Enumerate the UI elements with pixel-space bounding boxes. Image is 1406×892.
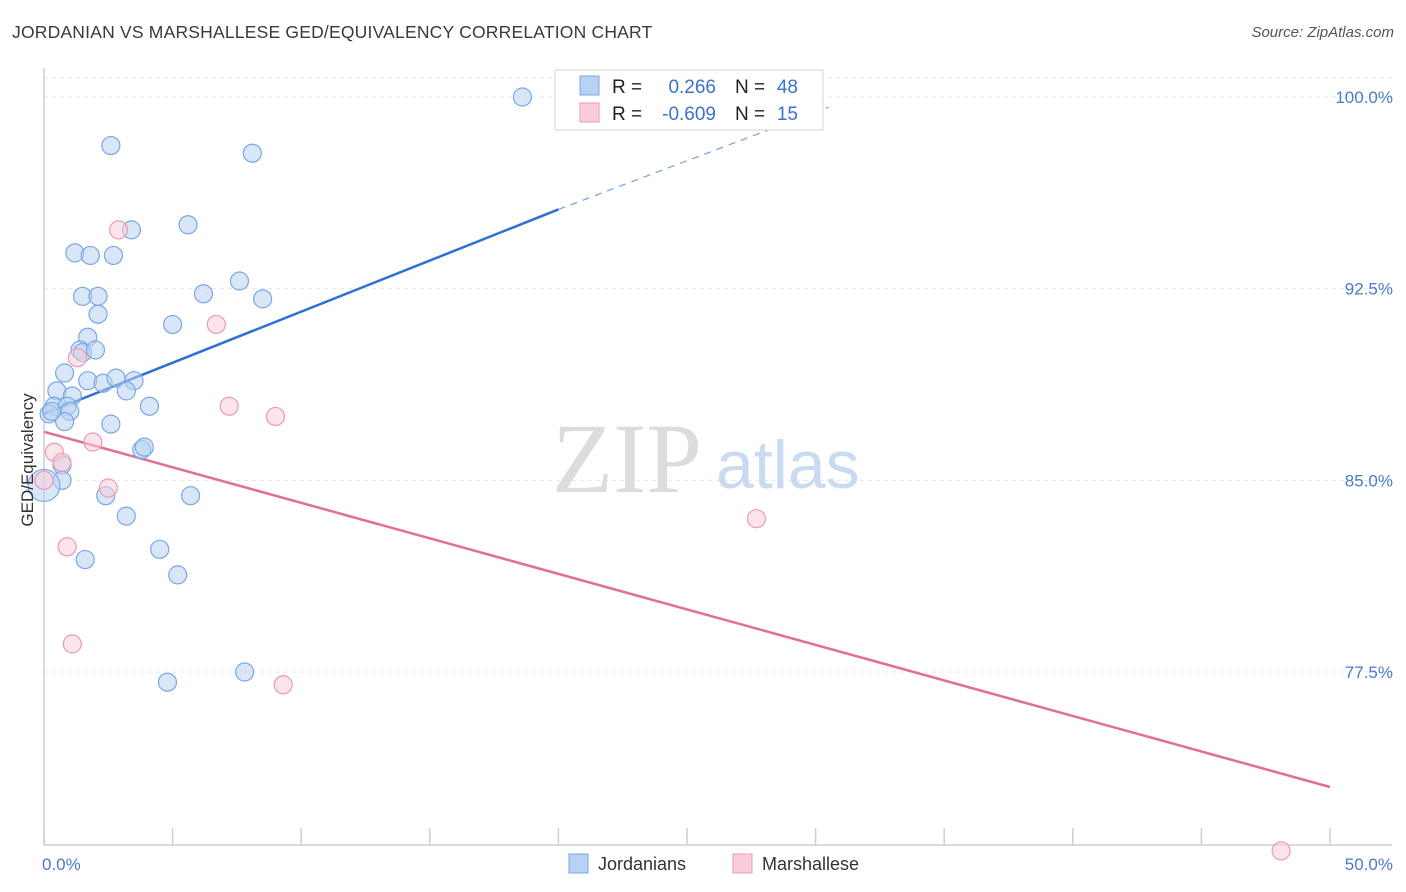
y-tick-label-0: 100.0% <box>1335 88 1393 107</box>
y-axis-label: GED/Equivalency <box>18 393 37 527</box>
series-legend-swatch-marshallese <box>732 853 753 874</box>
grid-lines <box>44 77 1392 673</box>
x-tick-label-min: 0.0% <box>42 855 81 874</box>
point-marshallese-9 <box>98 478 118 498</box>
point-marshallese-0 <box>108 220 129 240</box>
point-marshallese-14 <box>1271 841 1291 861</box>
point-jordanians-7 <box>103 245 124 266</box>
source-label: Source: ZipAtlas.com <box>1251 24 1394 41</box>
point-jordanians-26 <box>116 381 136 401</box>
chart-title: JORDANIAN VS MARSHALLESE GED/EQUIVALENCY… <box>12 22 653 42</box>
point-marshallese-10 <box>746 509 767 529</box>
trend-line-marshallese <box>43 430 1331 789</box>
point-jordanians-12 <box>253 289 273 309</box>
point-jordanians-33 <box>101 414 121 434</box>
point-jordanians-2 <box>242 143 262 163</box>
legend-r-label-jordanians: R = <box>612 77 642 98</box>
series-legend-swatch-jordanians <box>568 853 589 874</box>
point-marshallese-2 <box>67 348 88 368</box>
axes <box>43 68 1392 846</box>
legend-n-label-marshallese: N = <box>735 104 765 125</box>
y-tick-label-1: 92.5% <box>1345 280 1393 299</box>
legend-box <box>554 69 824 131</box>
y-tick-labels: 100.0% 92.5% 85.0% 77.5% <box>1335 88 1393 682</box>
point-jordanians-41 <box>150 539 170 559</box>
point-jordanians-42 <box>75 549 95 570</box>
legend-n-label-jordanians: N = <box>735 77 765 98</box>
watermark-zip: ZIP <box>552 403 702 514</box>
point-marshallese-7 <box>52 452 72 473</box>
legend-r-value-marshallese: -0.609 <box>662 104 716 125</box>
y-tick-label-2: 85.0% <box>1345 471 1393 490</box>
point-jordanians-1 <box>101 135 121 156</box>
series-legend-label-jordanians: Jordanians <box>598 854 686 874</box>
point-marshallese-13 <box>273 675 293 695</box>
point-jordanians-13 <box>88 304 108 324</box>
x-tick-labels: 0.0% 50.0% <box>42 855 1393 874</box>
legend-n-value-marshallese: 15 <box>777 104 798 125</box>
data-points <box>27 87 1291 861</box>
point-jordanians-43 <box>168 565 188 585</box>
point-marshallese-4 <box>265 406 286 427</box>
point-jordanians-44 <box>235 662 255 682</box>
point-marshallese-5 <box>83 432 103 452</box>
point-jordanians-40 <box>116 506 136 526</box>
point-jordanians-6 <box>80 245 100 266</box>
point-marshallese-8 <box>34 470 54 490</box>
point-jordanians-47 <box>42 401 62 421</box>
point-jordanians-18 <box>85 340 106 360</box>
point-jordanians-10 <box>88 286 108 306</box>
point-jordanians-32 <box>54 411 75 432</box>
point-jordanians-14 <box>163 314 183 335</box>
point-jordanians-45 <box>157 672 178 692</box>
point-jordanians-0 <box>512 87 532 107</box>
point-marshallese-12 <box>62 634 82 654</box>
watermark-atlas: atlas <box>716 427 860 503</box>
point-marshallese-1 <box>206 314 226 335</box>
legend-n-value-jordanians: 48 <box>777 77 798 98</box>
point-marshallese-11 <box>57 537 77 557</box>
point-jordanians-39 <box>181 486 201 506</box>
y-tick-label-3: 77.5% <box>1345 663 1393 682</box>
legend-r-value-jordanians: 0.266 <box>668 77 716 98</box>
point-marshallese-3 <box>219 396 239 416</box>
series-legend-label-marshallese: Marshallese <box>762 854 859 874</box>
point-jordanians-35 <box>134 437 154 457</box>
stats-legend: R = 0.266 N = 48 R = -0.609 N = 15 <box>554 69 824 131</box>
point-jordanians-19 <box>54 363 75 383</box>
point-jordanians-11 <box>193 284 214 304</box>
legend-swatch-marshallese <box>579 102 600 123</box>
x-tick-marks <box>43 828 1331 845</box>
legend-swatch-jordanians <box>579 75 600 96</box>
point-jordanians-30 <box>139 396 160 416</box>
watermark: ZIP atlas <box>552 403 860 514</box>
point-jordanians-8 <box>229 271 250 291</box>
point-jordanians-3 <box>178 215 198 235</box>
series-legend: Jordanians Marshallese <box>568 853 859 874</box>
x-tick-label-max: 50.0% <box>1345 855 1393 874</box>
legend-r-label-marshallese: R = <box>612 104 642 125</box>
